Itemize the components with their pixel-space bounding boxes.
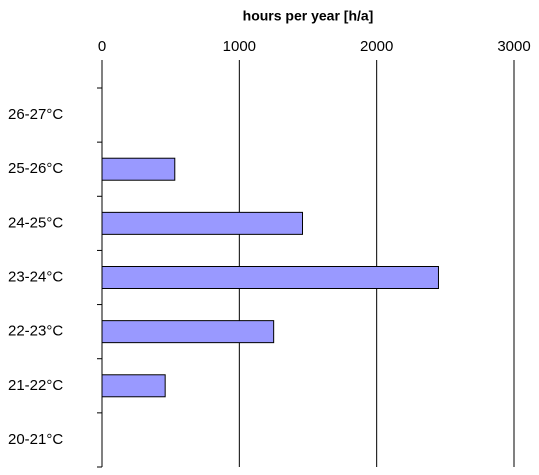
y-tick-label: 23-24°C [8,268,63,285]
x-tick-label: 0 [98,38,106,55]
axis-title: hours per year [h/a] [243,8,374,24]
bar [101,211,304,235]
bar [101,157,176,181]
x-tick-label: 3000 [497,38,530,55]
y-tick-label: 20-21°C [8,431,63,448]
x-tick-label: 2000 [360,38,393,55]
y-tick-label: 24-25°C [8,214,63,231]
y-tick-label: 22-23°C [8,323,63,340]
y-tick-label: 26-27°C [8,106,63,123]
y-tick-label: 21-22°C [8,377,63,394]
y-tick-label: 25-26°C [8,160,63,177]
x-tick-label: 1000 [223,38,256,55]
bar [101,320,275,344]
bar [101,374,166,398]
bar [101,266,439,289]
